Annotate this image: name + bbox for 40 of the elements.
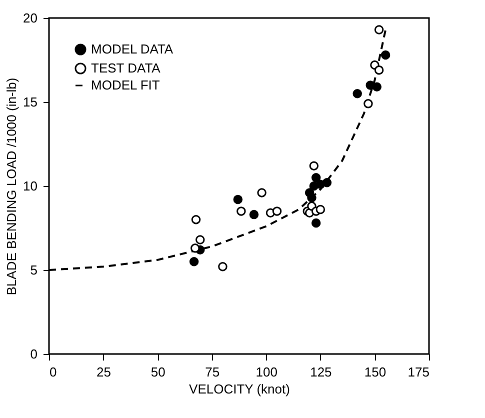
y-tick-label: 10 bbox=[23, 178, 38, 194]
point bbox=[380, 50, 390, 60]
point bbox=[372, 82, 382, 92]
point bbox=[311, 218, 321, 228]
point bbox=[316, 204, 326, 214]
point bbox=[311, 172, 321, 182]
point bbox=[191, 214, 201, 224]
point bbox=[196, 235, 205, 244]
point bbox=[374, 25, 384, 34]
point bbox=[307, 193, 316, 202]
x-axis-title: VELOCITY (knot) bbox=[189, 382, 290, 396]
point bbox=[249, 210, 259, 220]
point bbox=[257, 188, 266, 198]
legend-label: MODEL FIT bbox=[91, 78, 160, 92]
y-tick-label: 20 bbox=[23, 10, 38, 26]
legend-label: TEST DATA bbox=[91, 60, 161, 76]
x-tick-label: 25 bbox=[96, 364, 112, 380]
y-tick-label: 0 bbox=[30, 346, 38, 362]
point bbox=[218, 262, 228, 272]
point bbox=[236, 206, 246, 216]
legend-label: MODEL DATA bbox=[91, 42, 174, 56]
point bbox=[374, 65, 384, 75]
point bbox=[364, 99, 373, 108]
x-tick-label: 175 bbox=[408, 364, 430, 380]
point bbox=[233, 194, 243, 204]
x-tick-label: 125 bbox=[310, 364, 332, 380]
y-tick-label: 15 bbox=[23, 94, 38, 110]
x-tick-label: 100 bbox=[256, 364, 278, 380]
y-tick-label: 5 bbox=[30, 262, 38, 278]
x-tick-label: 150 bbox=[364, 364, 386, 380]
point bbox=[322, 178, 332, 188]
point bbox=[190, 244, 200, 253]
y-axis-title: BLADE BENDING LOAD /1000 (in-lb) bbox=[4, 78, 20, 296]
point bbox=[309, 161, 319, 170]
x-tick-label: 0 bbox=[50, 364, 57, 380]
x-tick-label: 50 bbox=[150, 364, 166, 380]
point bbox=[352, 88, 362, 98]
point bbox=[272, 206, 282, 216]
x-tick-label: 75 bbox=[205, 364, 220, 380]
point bbox=[189, 256, 199, 266]
